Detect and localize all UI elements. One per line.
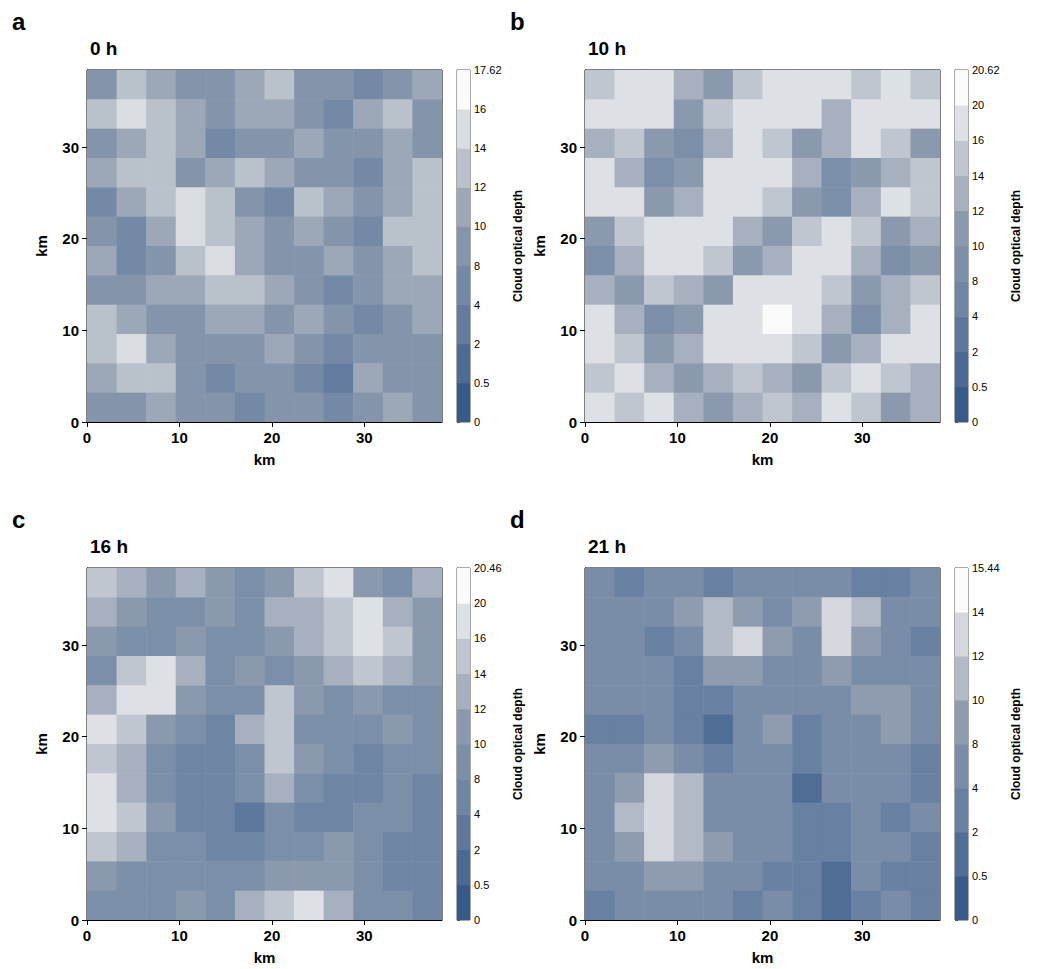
svg-text:Cloud optical depth: Cloud optical depth xyxy=(511,190,525,302)
svg-text:km: km xyxy=(33,733,50,755)
svg-text:20: 20 xyxy=(560,728,577,745)
svg-text:10: 10 xyxy=(669,429,686,446)
svg-text:km: km xyxy=(752,451,774,468)
svg-text:0 h: 0 h xyxy=(90,38,117,59)
svg-text:15.44: 15.44 xyxy=(972,562,1000,574)
svg-text:14: 14 xyxy=(474,668,486,680)
svg-text:8: 8 xyxy=(972,275,978,287)
svg-text:10: 10 xyxy=(669,927,686,944)
svg-text:0: 0 xyxy=(83,927,91,944)
svg-text:8: 8 xyxy=(972,738,978,750)
svg-text:20: 20 xyxy=(762,927,779,944)
svg-text:10: 10 xyxy=(62,322,79,339)
svg-text:0: 0 xyxy=(569,414,577,431)
svg-text:8: 8 xyxy=(474,260,480,272)
svg-text:km: km xyxy=(254,949,276,966)
svg-text:km: km xyxy=(531,235,548,257)
svg-text:0: 0 xyxy=(71,414,79,431)
svg-text:20: 20 xyxy=(264,927,281,944)
svg-text:0.5: 0.5 xyxy=(972,870,987,882)
svg-text:16: 16 xyxy=(972,134,984,146)
svg-text:2: 2 xyxy=(474,338,480,350)
svg-text:30: 30 xyxy=(560,637,577,654)
svg-text:0: 0 xyxy=(972,914,978,926)
svg-text:10: 10 xyxy=(62,820,79,837)
svg-text:a: a xyxy=(12,8,26,35)
svg-text:30: 30 xyxy=(560,139,577,156)
svg-text:4: 4 xyxy=(474,299,480,311)
svg-text:0.5: 0.5 xyxy=(474,377,489,389)
svg-text:2: 2 xyxy=(972,346,978,358)
svg-text:20.46: 20.46 xyxy=(474,562,502,574)
svg-text:30: 30 xyxy=(62,637,79,654)
svg-text:10: 10 xyxy=(972,694,984,706)
svg-text:2: 2 xyxy=(972,826,978,838)
svg-text:30: 30 xyxy=(356,429,373,446)
svg-text:30: 30 xyxy=(356,927,373,944)
svg-text:4: 4 xyxy=(972,310,978,322)
svg-text:20: 20 xyxy=(762,429,779,446)
svg-text:10: 10 xyxy=(474,220,486,232)
svg-text:16: 16 xyxy=(474,632,486,644)
svg-text:0: 0 xyxy=(581,429,589,446)
svg-text:12: 12 xyxy=(972,205,984,217)
svg-text:20.62: 20.62 xyxy=(972,64,1000,76)
svg-text:0: 0 xyxy=(474,914,480,926)
svg-text:km: km xyxy=(33,235,50,257)
svg-text:Cloud optical depth: Cloud optical depth xyxy=(1009,688,1023,800)
svg-text:0: 0 xyxy=(83,429,91,446)
svg-text:4: 4 xyxy=(474,808,480,820)
svg-text:km: km xyxy=(531,733,548,755)
svg-text:2: 2 xyxy=(474,844,480,856)
svg-text:16: 16 xyxy=(474,103,486,115)
svg-text:km: km xyxy=(254,451,276,468)
svg-text:10: 10 xyxy=(560,322,577,339)
svg-text:0: 0 xyxy=(474,416,480,428)
svg-text:10: 10 xyxy=(171,429,188,446)
svg-text:30: 30 xyxy=(854,429,871,446)
svg-text:km: km xyxy=(752,949,774,966)
svg-text:b: b xyxy=(510,8,525,35)
svg-text:4: 4 xyxy=(972,782,978,794)
svg-text:0: 0 xyxy=(71,912,79,929)
svg-text:0.5: 0.5 xyxy=(972,381,987,393)
svg-text:20: 20 xyxy=(62,728,79,745)
svg-text:10 h: 10 h xyxy=(588,38,626,59)
svg-text:10: 10 xyxy=(474,738,486,750)
svg-text:d: d xyxy=(510,506,525,533)
svg-text:0: 0 xyxy=(972,416,978,428)
svg-text:10: 10 xyxy=(171,927,188,944)
svg-text:20: 20 xyxy=(62,230,79,247)
svg-text:20: 20 xyxy=(972,99,984,111)
svg-text:14: 14 xyxy=(972,606,984,618)
svg-text:16 h: 16 h xyxy=(90,536,128,557)
svg-text:14: 14 xyxy=(972,170,984,182)
svg-text:0: 0 xyxy=(581,927,589,944)
svg-text:14: 14 xyxy=(474,142,486,154)
svg-text:12: 12 xyxy=(474,703,486,715)
svg-text:20: 20 xyxy=(560,230,577,247)
svg-text:30: 30 xyxy=(854,927,871,944)
svg-text:30: 30 xyxy=(62,139,79,156)
svg-text:Cloud optical depth: Cloud optical depth xyxy=(1009,190,1023,302)
svg-text:10: 10 xyxy=(972,240,984,252)
svg-text:8: 8 xyxy=(474,773,480,785)
svg-text:17.62: 17.62 xyxy=(474,64,502,76)
svg-text:12: 12 xyxy=(474,181,486,193)
svg-text:12: 12 xyxy=(972,650,984,662)
svg-text:20: 20 xyxy=(264,429,281,446)
svg-text:10: 10 xyxy=(560,820,577,837)
svg-text:21 h: 21 h xyxy=(588,536,626,557)
svg-text:Cloud optical depth: Cloud optical depth xyxy=(511,688,525,800)
svg-text:c: c xyxy=(12,506,25,533)
svg-text:0.5: 0.5 xyxy=(474,879,489,891)
svg-text:20: 20 xyxy=(474,597,486,609)
svg-text:0: 0 xyxy=(569,912,577,929)
